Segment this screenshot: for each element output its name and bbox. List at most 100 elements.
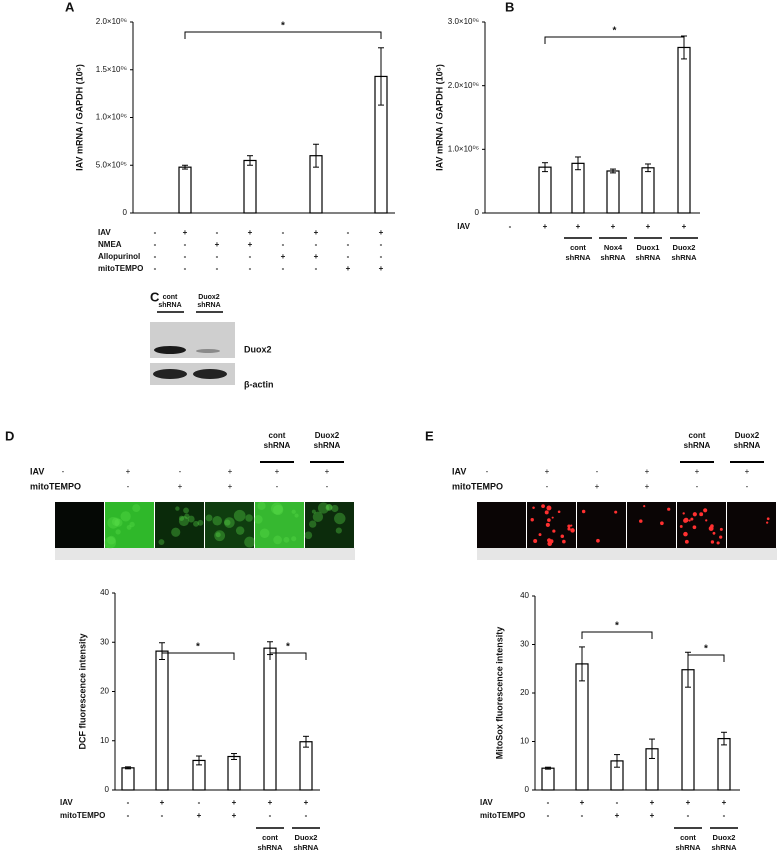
micrograph-speck bbox=[312, 511, 324, 523]
significance-bracket bbox=[269, 652, 307, 660]
micrograph-cell bbox=[766, 517, 770, 521]
micrograph bbox=[677, 502, 726, 548]
micrograph-cell bbox=[533, 538, 538, 543]
blot-frame bbox=[150, 363, 235, 385]
micrograph-cell bbox=[705, 519, 708, 522]
micrograph-speck bbox=[317, 502, 329, 514]
micrograph-cell bbox=[639, 519, 643, 523]
condition-value: - bbox=[547, 798, 550, 807]
column-label: shRNA bbox=[711, 843, 737, 852]
y-tick-label: 1.0×10⁰⁶ bbox=[96, 113, 127, 122]
micrograph-cell bbox=[567, 524, 571, 528]
column-label: cont bbox=[570, 243, 586, 252]
condition-value: - bbox=[249, 252, 252, 261]
micrograph-speck bbox=[178, 515, 185, 521]
condition-value: - bbox=[154, 240, 157, 249]
micrograph-speck bbox=[223, 517, 235, 528]
condition-value: + bbox=[325, 467, 330, 476]
bar bbox=[641, 167, 655, 214]
y-tick-label: 40 bbox=[520, 591, 529, 600]
y-tick-label: 0 bbox=[123, 208, 128, 217]
condition-value: + bbox=[646, 222, 651, 231]
micrograph-speck bbox=[335, 527, 342, 534]
blot-column: shRNA bbox=[197, 302, 220, 309]
micrograph-speck bbox=[171, 527, 181, 537]
column-label: Duox2 bbox=[673, 243, 696, 252]
column-label: cont bbox=[269, 431, 286, 440]
y-tick-label: 2.0×10⁰⁶ bbox=[448, 81, 479, 90]
condition-value: - bbox=[687, 811, 690, 820]
micrograph-speck bbox=[111, 517, 121, 526]
condition-value: - bbox=[161, 811, 164, 820]
condition-value: - bbox=[184, 252, 187, 261]
y-tick-label: 1.0×10⁰⁶ bbox=[448, 144, 479, 153]
column-label: Nox4 bbox=[604, 243, 623, 252]
condition-value: + bbox=[645, 482, 650, 491]
micrograph bbox=[727, 502, 776, 548]
condition-value: - bbox=[486, 482, 489, 491]
micrograph-cell bbox=[692, 525, 697, 530]
bar bbox=[121, 767, 135, 791]
condition-value: + bbox=[248, 228, 253, 237]
column-label: shRNA bbox=[314, 441, 341, 450]
blot-band bbox=[196, 349, 220, 353]
micrograph-cell bbox=[660, 521, 664, 526]
column-label: shRNA bbox=[635, 253, 661, 262]
condition-value: - bbox=[184, 240, 187, 249]
condition-value: - bbox=[282, 228, 285, 237]
condition-name: IAV bbox=[60, 798, 73, 807]
micrograph-cell bbox=[547, 541, 553, 547]
y-tick-label: 40 bbox=[100, 588, 109, 597]
condition-name: mitoTEMPO bbox=[452, 481, 503, 491]
micrograph-cell bbox=[557, 510, 561, 514]
column-label: shRNA bbox=[684, 441, 711, 450]
condition-value: + bbox=[215, 240, 220, 249]
micrograph-speck bbox=[114, 518, 123, 527]
condition-value: - bbox=[198, 798, 201, 807]
micrograph-speck bbox=[291, 509, 296, 514]
condition-value: - bbox=[546, 482, 549, 491]
micrograph bbox=[255, 502, 304, 548]
panel-letter: E bbox=[425, 428, 434, 443]
column-label: shRNA bbox=[734, 441, 761, 450]
micrograph-cell bbox=[547, 518, 551, 522]
micrograph-cell bbox=[710, 524, 714, 528]
micrograph-cell bbox=[544, 510, 549, 515]
micrograph-cell bbox=[567, 527, 571, 531]
condition-value: + bbox=[281, 252, 286, 261]
micrograph bbox=[577, 502, 626, 548]
blot-band bbox=[193, 369, 227, 379]
condition-value: + bbox=[682, 222, 687, 231]
condition-value: - bbox=[486, 467, 489, 476]
bar bbox=[227, 755, 241, 791]
y-tick-label: 5.0×10⁰⁵ bbox=[96, 160, 127, 169]
condition-value: - bbox=[547, 811, 550, 820]
condition-name: Allopurinol bbox=[98, 252, 140, 261]
micrograph-speck bbox=[158, 539, 165, 546]
significance-bracket bbox=[184, 31, 382, 39]
significance-label: * bbox=[281, 21, 285, 32]
condition-name: IAV bbox=[452, 466, 466, 476]
condition-name: mitoTEMPO bbox=[60, 811, 105, 820]
column-label: shRNA bbox=[257, 843, 283, 852]
column-label: shRNA bbox=[565, 253, 591, 262]
micrograph-cell bbox=[719, 535, 723, 539]
significance-label: * bbox=[704, 644, 708, 655]
condition-value: + bbox=[695, 467, 700, 476]
condition-value: + bbox=[314, 228, 319, 237]
condition-value: - bbox=[315, 264, 318, 273]
bar bbox=[263, 647, 277, 791]
condition-value: + bbox=[545, 467, 550, 476]
significance-bracket bbox=[687, 654, 725, 662]
micrograph-cell bbox=[684, 539, 689, 544]
condition-name: IAV bbox=[30, 466, 44, 476]
column-label: shRNA bbox=[671, 253, 697, 262]
panel-letter: A bbox=[65, 0, 75, 14]
bar bbox=[677, 46, 691, 214]
condition-value: + bbox=[595, 482, 600, 491]
condition-value: + bbox=[650, 798, 655, 807]
condition-value: + bbox=[576, 222, 581, 231]
micrograph-speck bbox=[178, 516, 189, 527]
condition-value: - bbox=[596, 467, 599, 476]
micrograph-speck bbox=[235, 526, 245, 535]
